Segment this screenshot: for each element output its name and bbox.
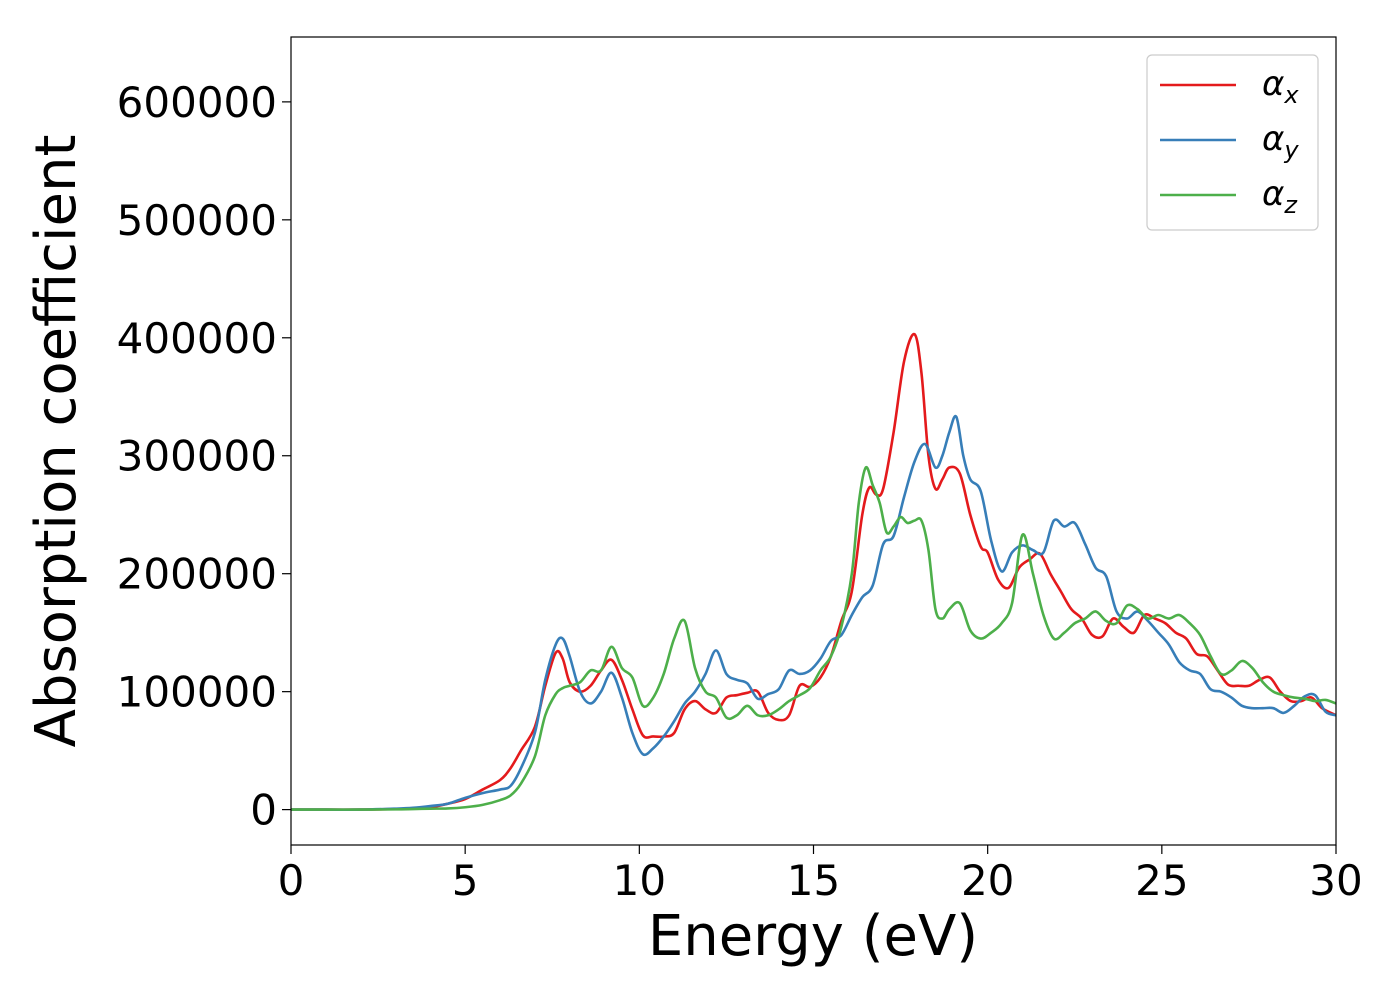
- y-tick-label: 400000: [117, 314, 277, 363]
- y-tick-label: 100000: [117, 668, 277, 717]
- x-axis-title: Energy (eV): [648, 904, 978, 969]
- y-tick-label: 600000: [117, 78, 277, 127]
- x-tick-label: 5: [452, 856, 479, 905]
- y-tick-label: 0: [250, 786, 277, 835]
- legend-label-x: αx: [1262, 64, 1299, 109]
- series-line-z: [291, 465, 1336, 811]
- legend-label-symbol: α: [1262, 64, 1284, 104]
- x-tick-label: 10: [613, 856, 666, 905]
- x-tick-label: 20: [961, 856, 1014, 905]
- legend-label-z: αz: [1262, 174, 1298, 219]
- legend-label-subscript: z: [1283, 191, 1298, 219]
- y-tick-label: 500000: [117, 196, 277, 245]
- legend-label-symbol: α: [1262, 174, 1284, 214]
- legend-label-subscript: x: [1283, 81, 1299, 109]
- legend-label-subscript: y: [1283, 136, 1299, 164]
- legend-box: [1146, 54, 1319, 231]
- x-tick-label: 30: [1309, 856, 1362, 905]
- x-axis: 0 5 10 15 20 25 30: [278, 845, 1363, 905]
- y-tick-label: 200000: [117, 550, 277, 599]
- x-tick-label: 15: [787, 856, 840, 905]
- y-axis: 0 100000 200000 300000 400000 500000 600000: [117, 78, 291, 835]
- x-tick-label: 25: [1135, 856, 1188, 905]
- legend-label-y: αy: [1262, 119, 1299, 164]
- series-line-y: [291, 414, 1336, 811]
- y-tick-label: 300000: [117, 432, 277, 481]
- y-axis-title: Absorption coefficient: [24, 135, 89, 748]
- series-layer: [291, 332, 1336, 811]
- legend-label-symbol: α: [1262, 119, 1284, 159]
- x-tick-label: 0: [278, 856, 305, 905]
